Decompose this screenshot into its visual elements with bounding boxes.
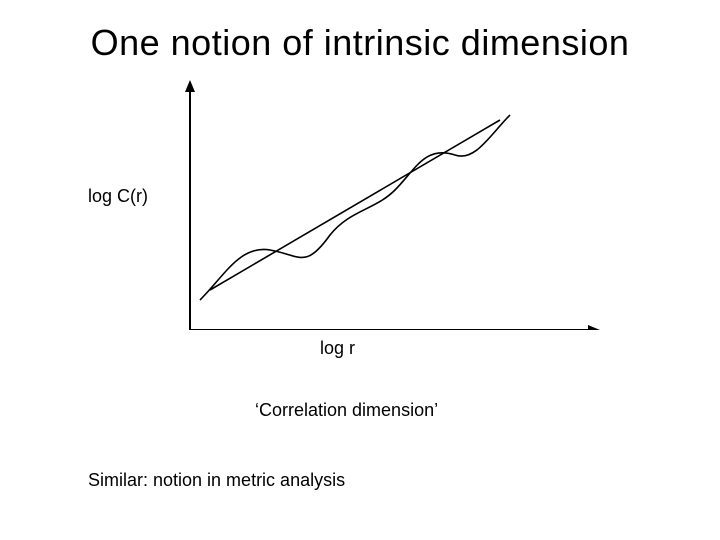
- caption: ‘Correlation dimension’: [255, 400, 438, 421]
- slide: One notion of intrinsic dimension log C(…: [0, 0, 720, 540]
- fit-line: [210, 120, 500, 290]
- x-axis-arrow-icon: [588, 325, 600, 330]
- y-axis-label: log C(r): [88, 186, 148, 207]
- y-axis-arrow-icon: [185, 80, 195, 92]
- page-title: One notion of intrinsic dimension: [0, 22, 720, 64]
- x-axis-label: log r: [320, 338, 355, 359]
- data-curve: [200, 115, 510, 300]
- footer-text: Similar: notion in metric analysis: [88, 470, 345, 491]
- chart: [170, 80, 600, 330]
